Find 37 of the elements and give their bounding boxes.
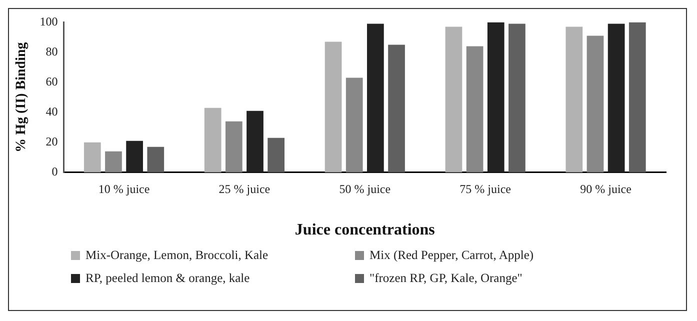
legend-label: "frozen RP, GP, Kale, Orange" bbox=[370, 271, 522, 286]
bar bbox=[84, 142, 101, 172]
y-tick-label: 100 bbox=[40, 14, 58, 28]
legend-label: Mix-Orange, Lemon, Broccoli, Kale bbox=[86, 248, 268, 263]
x-tick-label: 75 % juice bbox=[460, 182, 512, 196]
bar bbox=[487, 22, 504, 172]
bar bbox=[466, 46, 484, 172]
bar bbox=[445, 26, 462, 172]
bar bbox=[147, 146, 164, 172]
bar bbox=[388, 44, 405, 172]
bar bbox=[126, 140, 143, 172]
y-tick-label: 40 bbox=[46, 104, 58, 118]
legend-label: RP, peeled lemon & orange, kale bbox=[86, 271, 250, 286]
y-axis-title: % Hg (II) Binding bbox=[14, 42, 30, 152]
x-axis-title: Juice concentrations bbox=[294, 222, 435, 239]
y-tick-label: 60 bbox=[46, 74, 58, 88]
bar bbox=[268, 138, 285, 172]
x-tick-label: 90 % juice bbox=[580, 182, 632, 196]
bar bbox=[346, 78, 363, 172]
y-tick-label: 80 bbox=[46, 44, 58, 58]
bar bbox=[204, 108, 222, 172]
x-tick-label: 50 % juice bbox=[339, 182, 391, 196]
bar bbox=[628, 22, 646, 172]
bar bbox=[566, 26, 583, 172]
bar bbox=[608, 24, 625, 172]
bar bbox=[324, 42, 342, 172]
legend-label: Mix (Red Pepper, Carrot, Apple) bbox=[370, 248, 534, 263]
y-tick-label: 0 bbox=[52, 164, 58, 179]
bar bbox=[508, 24, 526, 172]
bar bbox=[367, 24, 384, 172]
bar bbox=[246, 110, 264, 172]
y-tick-label: 20 bbox=[46, 134, 58, 149]
bar bbox=[225, 121, 242, 172]
x-tick-label: 25 % juice bbox=[218, 182, 270, 196]
x-tick-label: 10 % juice bbox=[98, 182, 150, 196]
bar bbox=[105, 151, 122, 172]
bar bbox=[586, 36, 604, 172]
